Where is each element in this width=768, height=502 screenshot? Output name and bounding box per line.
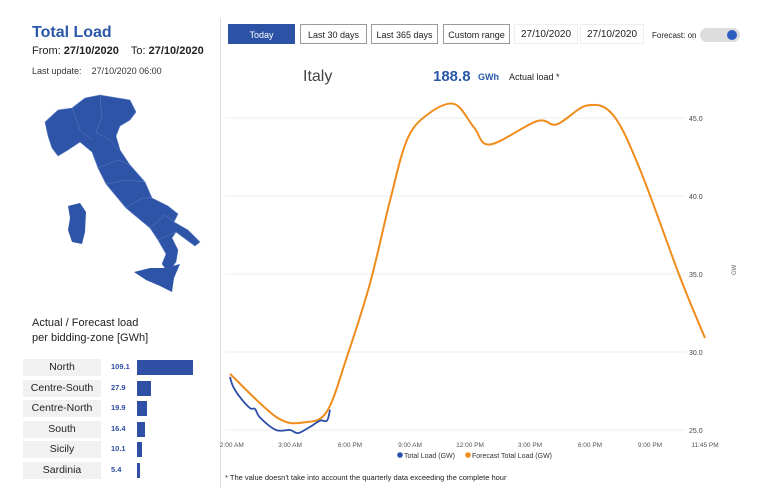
y-tick-label: 30.0 bbox=[689, 350, 703, 357]
zone-label: Centre-South bbox=[23, 379, 101, 397]
zone-bar[interactable] bbox=[137, 380, 152, 396]
y-tick-label: 40.0 bbox=[689, 194, 703, 201]
today-button[interactable]: Today bbox=[228, 24, 295, 44]
last-365-days-button[interactable]: Last 365 days bbox=[371, 24, 438, 44]
zone-label: Centre-North bbox=[23, 400, 101, 417]
y-tick-label: 45.0 bbox=[689, 116, 703, 123]
date-from-input[interactable]: 27/10/2020 bbox=[514, 24, 578, 44]
total-load-value: 188.8 bbox=[433, 68, 471, 85]
italy-map[interactable] bbox=[0, 0, 220, 300]
x-tick-label: 3:00 AM bbox=[278, 442, 302, 449]
y-axis-label: GW bbox=[732, 264, 738, 275]
x-tick-label: 9:00 PM bbox=[638, 442, 662, 449]
legend-marker bbox=[397, 452, 403, 458]
zone-value: 10.1 bbox=[111, 444, 126, 453]
x-tick-label: 11:45 PM bbox=[691, 442, 718, 449]
x-tick-label: 9:00 AM bbox=[398, 442, 422, 449]
forecast-label: Forecast: on bbox=[652, 31, 697, 40]
last-update-value: 27/10/2020 06:00 bbox=[91, 66, 162, 76]
from-label: From: bbox=[32, 45, 61, 57]
zone-value: 16.4 bbox=[111, 423, 126, 433]
zone-row[interactable]: Sicily 10.1 bbox=[23, 441, 228, 458]
legend-label[interactable]: Total Load (GW) bbox=[404, 453, 455, 460]
zone-label: North bbox=[23, 359, 101, 376]
load-chart[interactable]: 25.0 30.0 35.0 40.0 45.0 GW 12:00 AM 3:00 AM 6:0… bbox=[220, 90, 768, 470]
zone-label: Sicily bbox=[23, 441, 101, 458]
footnote: * The value doesn't take into account th… bbox=[225, 473, 507, 482]
y-tick-label: 25.0 bbox=[689, 428, 703, 435]
zone-bar[interactable] bbox=[137, 360, 193, 375]
zone-value: 27.9 bbox=[111, 382, 126, 392]
to-date: 27/10/2020 bbox=[148, 45, 204, 57]
legend-label[interactable]: Forecast Total Load (GW) bbox=[472, 453, 552, 460]
to-label: To: bbox=[130, 45, 146, 57]
zone-row[interactable]: South 16.4 bbox=[23, 420, 228, 438]
y-tick-label: 35.0 bbox=[689, 272, 703, 279]
zone-bar[interactable] bbox=[137, 421, 146, 437]
zone-value: 109.1 bbox=[111, 362, 130, 371]
x-tick-label: 6:00 PM bbox=[578, 442, 602, 449]
forecast-load-line[interactable] bbox=[229, 102, 706, 425]
x-tick-label: 3:00 PM bbox=[518, 442, 542, 449]
zone-bar[interactable] bbox=[137, 442, 143, 457]
last-30-days-button[interactable]: Last 30 days bbox=[300, 24, 367, 44]
zones-title-line1: Actual / Forecast load bbox=[32, 317, 139, 329]
zone-label: South bbox=[23, 420, 101, 438]
map-mainland[interactable] bbox=[44, 94, 201, 273]
total-load-line[interactable] bbox=[229, 376, 331, 435]
zone-value: 5.4 bbox=[111, 464, 122, 474]
x-tick-label: 12:00 PM bbox=[456, 442, 484, 449]
zones-title: Actual / Forecast load per bidding-zone [… bbox=[32, 316, 148, 346]
date-range: From: 27/10/2020 To: 27/10/2020 bbox=[32, 45, 204, 57]
custom-range-button[interactable]: Custom range bbox=[443, 24, 510, 44]
zone-row[interactable]: Centre-South 27.9 bbox=[23, 379, 228, 397]
toggle-knob[interactable] bbox=[727, 30, 737, 40]
zones-title-line2: per bidding-zone [GWh] bbox=[32, 332, 149, 344]
zone-bar[interactable] bbox=[137, 401, 148, 416]
map-region-borders bbox=[71, 94, 176, 241]
total-load-unit: GWh bbox=[478, 72, 499, 82]
zone-row[interactable]: Centre-North 19.9 bbox=[23, 400, 228, 417]
divider bbox=[220, 18, 221, 488]
x-tick-label: 12:00 AM bbox=[220, 442, 244, 449]
from-date: 27/10/2020 bbox=[63, 45, 119, 57]
zone-value: 19.9 bbox=[111, 403, 126, 412]
x-tick-label: 6:00 PM bbox=[338, 442, 362, 449]
forecast-toggle[interactable] bbox=[700, 28, 740, 42]
zone-row[interactable]: North 109.1 bbox=[23, 359, 228, 376]
last-update: Last update: 27/10/2020 06:00 bbox=[32, 66, 162, 76]
legend-marker bbox=[465, 452, 471, 458]
map-sardinia[interactable] bbox=[68, 203, 86, 244]
date-to-input[interactable]: 27/10/2020 bbox=[580, 24, 644, 44]
zone-bar[interactable] bbox=[137, 462, 140, 478]
zone-label: Sardinia bbox=[23, 461, 101, 479]
country-name: Italy bbox=[303, 68, 333, 85]
last-update-label: Last update: bbox=[32, 66, 82, 76]
actual-load-label: Actual load * bbox=[509, 72, 560, 82]
page-title: Total Load bbox=[32, 24, 112, 41]
map-sicily[interactable] bbox=[134, 264, 180, 292]
zone-row[interactable]: Sardinia 5.4 bbox=[23, 461, 228, 479]
